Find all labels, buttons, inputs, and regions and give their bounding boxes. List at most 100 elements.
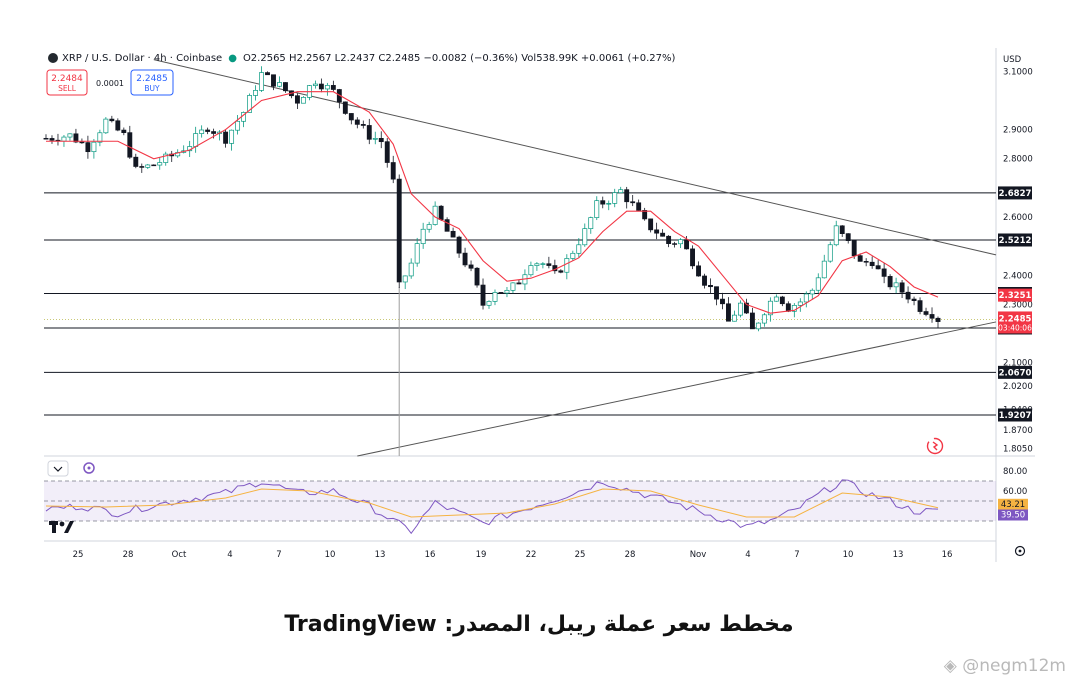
candle-body (684, 239, 690, 250)
candle-body (396, 178, 402, 283)
replay-icon[interactable] (926, 437, 944, 455)
rsi-value-tag: 39.50 (1001, 511, 1025, 521)
candle-body (139, 166, 145, 168)
level-price-tag-bg (998, 233, 1032, 247)
sell-box[interactable]: 2.2484 SELL (46, 69, 88, 96)
candle-body (223, 131, 229, 144)
candle-body (157, 162, 163, 166)
candle-body (678, 239, 684, 245)
figure-caption: مخطط سعر عملة ريبل، المصدر: TradingView (284, 612, 794, 637)
candle-body (612, 192, 618, 204)
sell-price: 2.2484 (51, 74, 83, 84)
candle-body (247, 95, 252, 113)
candle-body (229, 129, 235, 144)
candle-body (773, 296, 779, 302)
candle-body (708, 284, 713, 288)
candle-body (384, 141, 390, 163)
price-chart: 3.1000 2.9000 2.8000 2.6000 2.4000 2.3000 2.10… (43, 48, 1035, 562)
ohlc-readout: O2.2565 H2.2567 L2.2437 C2.2485 −0.0082 … (243, 53, 676, 64)
level-price-tag: 1.9207 (999, 411, 1032, 421)
price-tick-label: 2.8000 (1003, 155, 1033, 165)
date-tick-label: 16 (425, 550, 436, 560)
candle-body (606, 203, 612, 205)
candle-body (851, 240, 857, 257)
candle-body (833, 225, 839, 246)
candle-body (702, 275, 707, 286)
candle-body (570, 252, 576, 259)
candle-body (630, 201, 636, 204)
spread-value: 0.0001 (96, 79, 124, 88)
ascending-trendline (357, 321, 997, 457)
candle-body (253, 90, 258, 96)
candle-body (654, 229, 660, 234)
candle-body (426, 224, 432, 230)
candle-body (534, 263, 540, 266)
date-tick-label: 7 (794, 550, 799, 560)
rsi-tick-label: 60.00 (1003, 487, 1027, 497)
chevron-down-icon (53, 466, 63, 472)
candle-body (277, 82, 282, 87)
date-tick-label: Oct (172, 550, 187, 560)
candle-body (767, 300, 773, 316)
rsi-collapse-button[interactable] (47, 460, 69, 477)
candle-body (917, 300, 923, 312)
moving-average-line (46, 91, 939, 314)
price-tick-label: 2.4000 (1003, 271, 1033, 281)
candle-body (845, 233, 851, 241)
price-tick-label: 3.1000 (1003, 67, 1033, 77)
candle-body (199, 129, 205, 134)
candle-body (875, 265, 881, 270)
candle-body (360, 124, 366, 126)
candle-body (468, 264, 474, 269)
rsi-ma-line (45, 488, 939, 518)
candle-body (486, 301, 492, 306)
date-tick-label: 13 (375, 550, 386, 560)
rsi-ma-tag-bg (998, 498, 1028, 510)
currency-label[interactable]: USD (1003, 55, 1022, 65)
candle-body (785, 303, 791, 312)
date-tick-label: 25 (73, 550, 84, 560)
candle-body (809, 289, 815, 295)
candle-body (312, 83, 318, 86)
time-scale-settings-icon[interactable] (1014, 545, 1026, 557)
current-price-tag-bg (998, 311, 1032, 334)
candle-body (498, 292, 504, 294)
candle-body (474, 267, 480, 286)
level-price-tag-bg (998, 408, 1032, 422)
countdown-tag: 03:40:06 (998, 323, 1032, 332)
rsi-ma-tag: 43.21 (1001, 500, 1025, 510)
candle-body (109, 118, 115, 122)
candle-body (714, 286, 719, 300)
symbol-title[interactable]: XRP / U.S. Dollar · 4h · Coinbase ● O2.256… (62, 53, 676, 64)
price-tick-label: 1.8700 (1003, 426, 1033, 436)
date-tick-label: 7 (276, 550, 281, 560)
candle-body (378, 138, 384, 143)
ma-price-tag-bg (998, 288, 1032, 302)
candle-body (366, 125, 372, 140)
current-price-tag: 2.2485 (999, 314, 1032, 324)
price-tick-label: 2.1000 (1003, 359, 1033, 369)
date-tick-label: 22 (526, 550, 537, 560)
candle-body (115, 120, 121, 131)
candle-body (899, 282, 905, 293)
candle-body (283, 82, 288, 92)
candle-body (354, 119, 360, 125)
rsi-settings-icon[interactable] (83, 462, 95, 474)
candle-body (600, 200, 606, 205)
candle-body (582, 228, 588, 246)
candle-body (839, 225, 845, 234)
candle-body (450, 230, 456, 238)
buy-box[interactable]: 2.2485 BUY (130, 69, 174, 96)
candle-body (857, 255, 863, 262)
date-tick-label: 4 (227, 550, 232, 560)
candle-body (444, 219, 450, 232)
candle-body (672, 243, 678, 245)
date-tick-label: 28 (625, 550, 636, 560)
candle-body (145, 164, 151, 168)
candle-body (636, 202, 642, 211)
candle-body (797, 301, 803, 306)
ma-price-tag: 2.3251 (999, 291, 1032, 301)
candle-body (318, 83, 324, 90)
candle-body (558, 270, 564, 273)
candle-body (779, 296, 785, 305)
